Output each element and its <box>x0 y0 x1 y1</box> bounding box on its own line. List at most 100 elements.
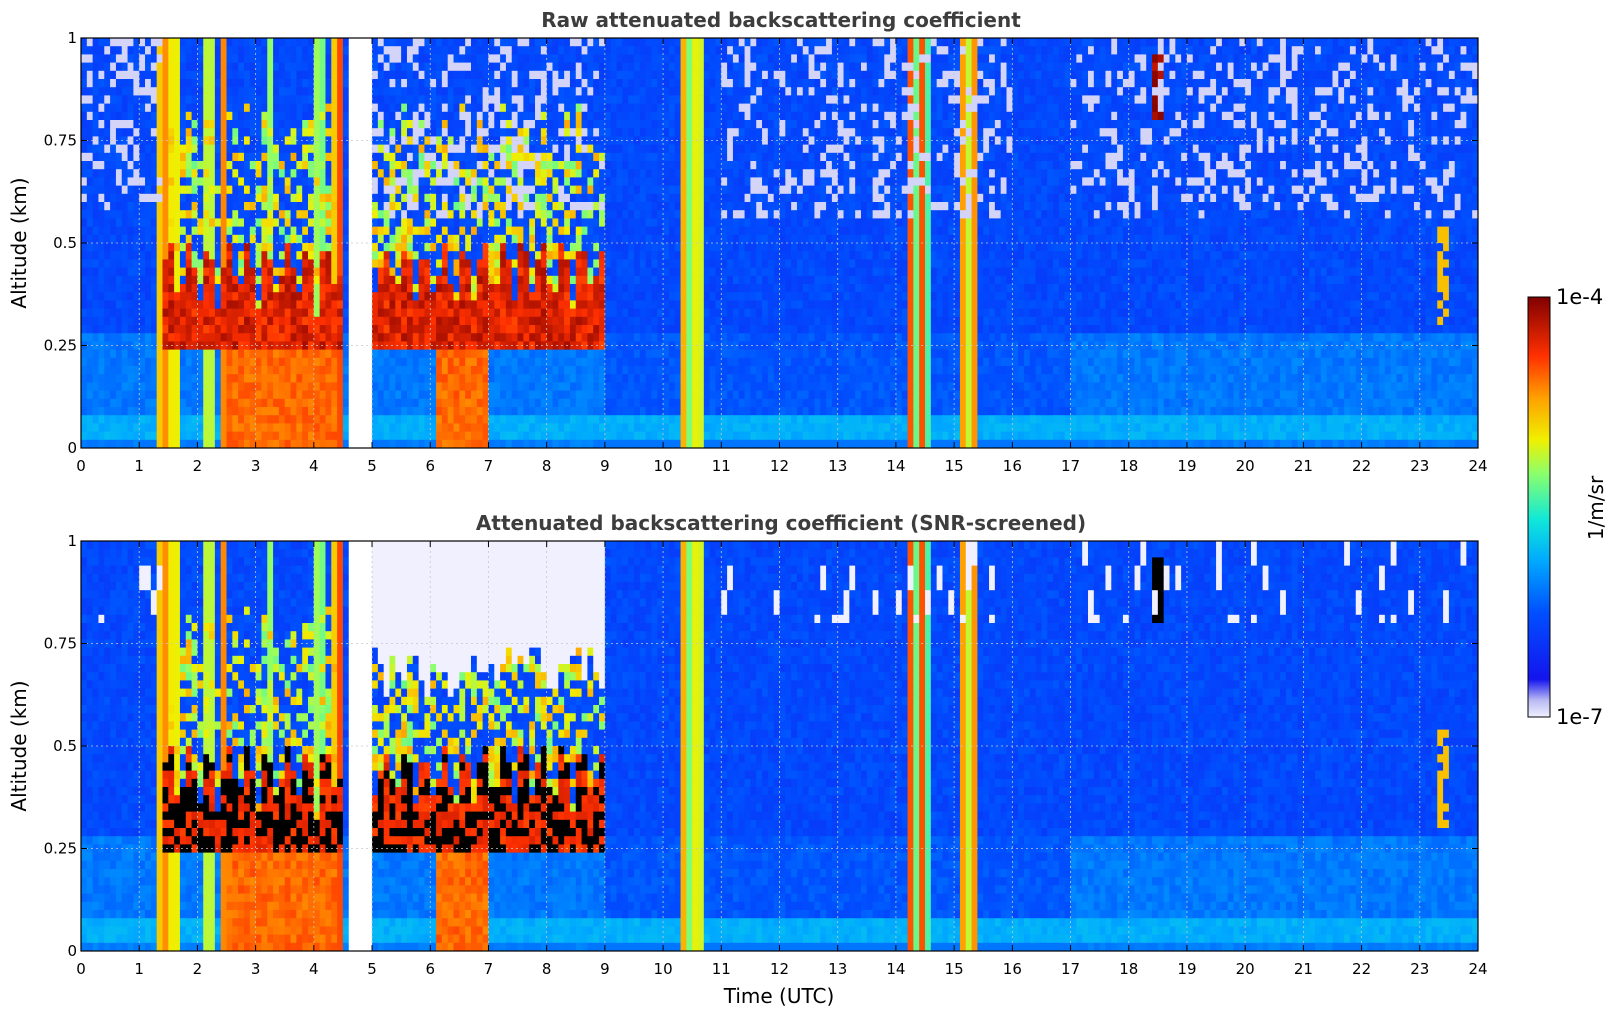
heatmap-cell <box>389 259 396 269</box>
heatmap-cell <box>424 46 431 55</box>
heatmap-cell <box>395 202 402 211</box>
heatmap-cell <box>360 218 367 228</box>
heatmap-cell <box>331 325 338 334</box>
heatmap-cell <box>86 407 94 416</box>
panel-raw-heatmap-cells <box>81 38 1478 448</box>
heatmap-cell <box>482 128 490 137</box>
heatmap-cell <box>133 169 140 178</box>
heatmap-cell <box>162 284 169 293</box>
heatmap-cell <box>174 234 181 244</box>
heatmap-cell <box>179 95 187 105</box>
heatmap-cell <box>92 128 100 137</box>
heatmap-cell <box>145 390 152 400</box>
heatmap-cell <box>622 292 629 301</box>
heatmap-cell <box>139 439 146 448</box>
heatmap-cell <box>168 185 175 195</box>
heatmap-cell <box>372 398 379 408</box>
heatmap-cell <box>372 103 379 113</box>
heatmap-cell <box>290 193 297 203</box>
heatmap-cell <box>540 308 548 318</box>
heatmap-cell <box>511 38 519 47</box>
heatmap-cell <box>540 161 548 170</box>
heatmap-cell <box>424 70 431 80</box>
heatmap-cell <box>488 316 495 326</box>
heatmap-cell <box>389 415 396 424</box>
heatmap-cell <box>447 144 455 154</box>
heatmap-cell <box>628 79 635 88</box>
heatmap-cell <box>342 374 350 383</box>
heatmap-cell <box>552 226 559 236</box>
heatmap-cell <box>535 308 542 318</box>
heatmap-cell <box>127 275 134 285</box>
heatmap-cell <box>505 87 513 96</box>
heatmap-cell <box>581 177 589 187</box>
heatmap-cell <box>273 120 280 129</box>
heatmap-cell <box>465 415 472 424</box>
heatmap-cell <box>569 382 577 392</box>
heatmap-cell <box>261 431 268 441</box>
heatmap-cell <box>628 111 635 121</box>
heatmap-cell <box>564 243 571 252</box>
heatmap-cell <box>255 210 263 219</box>
heatmap-cell <box>197 390 204 400</box>
heatmap-cell <box>354 144 361 154</box>
heatmap-cell <box>500 103 507 113</box>
heatmap-cell <box>471 79 478 88</box>
heatmap-cell <box>145 275 152 285</box>
heatmap-cell <box>232 275 239 285</box>
heatmap-cell <box>238 259 245 269</box>
heatmap-cell <box>150 226 158 236</box>
heatmap-cell <box>471 185 478 195</box>
heatmap-cell <box>569 128 577 137</box>
heatmap-cell <box>593 46 600 55</box>
heatmap-cell <box>441 177 449 187</box>
heatmap-cell <box>366 202 373 211</box>
heatmap-cell <box>430 46 437 55</box>
heatmap-cell <box>226 243 233 252</box>
heatmap-cell <box>505 95 513 105</box>
heatmap-cell <box>622 259 629 269</box>
heatmap-cell <box>249 407 257 416</box>
heatmap-cell <box>587 300 594 310</box>
heatmap-cell <box>191 54 199 64</box>
heatmap-cell <box>191 202 199 211</box>
heatmap-cell <box>406 431 414 441</box>
heatmap-cell <box>127 431 134 441</box>
heatmap-cell <box>267 62 274 72</box>
heatmap-cell <box>92 226 100 236</box>
heatmap-cell <box>372 333 379 342</box>
heatmap-cell <box>604 325 612 334</box>
heatmap-cell <box>505 120 513 129</box>
heatmap-cell <box>290 120 297 129</box>
heatmap-cell <box>465 152 472 162</box>
heatmap-cell <box>639 357 647 367</box>
heatmap-cell <box>406 382 414 392</box>
heatmap-cell <box>354 202 361 211</box>
heatmap-cell <box>214 218 222 228</box>
heatmap-cell <box>476 316 484 326</box>
heatmap-cell <box>610 87 618 96</box>
heatmap-cell <box>494 103 501 113</box>
heatmap-cell <box>139 111 146 121</box>
heatmap-cell <box>471 234 478 244</box>
heatmap-cell <box>319 62 327 72</box>
heatmap-cell <box>395 62 402 72</box>
heatmap-cell <box>226 177 233 187</box>
heatmap-cell <box>232 120 239 129</box>
heatmap-cell <box>308 325 315 334</box>
heatmap-cell <box>610 111 618 121</box>
heatmap-cell <box>436 169 443 178</box>
heatmap-cell <box>424 169 431 178</box>
heatmap-cell <box>593 300 600 310</box>
heatmap-cell <box>500 374 507 383</box>
heatmap-cell <box>657 70 664 80</box>
heatmap-cell <box>86 62 94 72</box>
heatmap-cell <box>505 292 513 301</box>
heatmap-cell <box>81 103 88 113</box>
heatmap-cell <box>395 316 402 326</box>
heatmap-cell <box>599 382 606 392</box>
heatmap-cell <box>610 374 618 383</box>
heatmap-cell <box>278 390 286 400</box>
heatmap-cell <box>471 251 478 260</box>
heatmap-cell <box>639 120 647 129</box>
